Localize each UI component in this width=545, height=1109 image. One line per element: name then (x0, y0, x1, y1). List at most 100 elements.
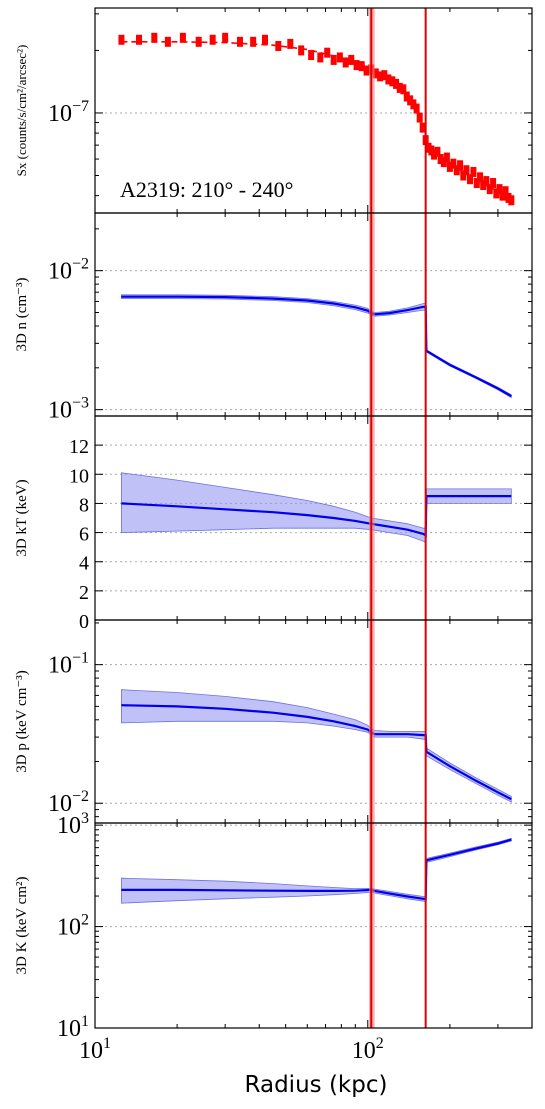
data-point-sx (410, 99, 417, 110)
data-point-sx (446, 161, 453, 172)
data-point-sx (416, 112, 423, 123)
y-tick-label-n-exp: −2 (72, 256, 89, 273)
data-point-sx (396, 82, 403, 93)
data-point-sx (483, 176, 490, 187)
y-axis-label-kt: 3D kT (keV) (14, 479, 30, 556)
data-point-sx (431, 149, 438, 160)
data-point-sx (342, 57, 349, 68)
data-point-sx (336, 52, 343, 63)
data-point-sx (324, 47, 331, 58)
model-line-kt (121, 495, 512, 538)
y-tick-label-kt: 2 (79, 582, 89, 604)
data-point-sx (413, 103, 420, 114)
data-point-sx (222, 32, 229, 43)
y-tick-label-sx-base: 10 (48, 101, 72, 127)
data-point-sx (486, 184, 493, 195)
data-point-sx (308, 50, 315, 61)
data-point-sx (179, 32, 186, 43)
data-point-sx (236, 36, 243, 47)
y-tick-label-p-base: 10 (48, 653, 72, 679)
data-point-sx (463, 165, 470, 176)
y-tick-label-p-base: 10 (48, 791, 72, 817)
panels-layer: 10−7Sx (counts/s/cm²/arcsec²)10−210−33D … (14, 8, 532, 1042)
y-tick-label-kt: 0 (79, 611, 89, 633)
data-point-sx (262, 34, 269, 45)
data-point-sx (470, 166, 477, 177)
data-point-sx (372, 68, 379, 79)
y-tick-label-p-exp: −2 (72, 788, 89, 805)
plot-area-n (95, 270, 532, 411)
data-point-sx (358, 61, 365, 72)
y-tick-label-sx-exp: −7 (72, 98, 89, 115)
y-tick-label-kt: 8 (79, 494, 89, 516)
data-point-sx (377, 71, 384, 82)
error-band-k (121, 837, 512, 904)
data-point-sx (496, 184, 503, 195)
y-tick-label-n: 10−2 (48, 256, 89, 285)
y-tick-label-k-exp: 3 (81, 810, 89, 827)
data-point-sx (151, 32, 158, 43)
data-point-sx (298, 45, 305, 56)
plot-area-kt (95, 444, 532, 592)
axes-frame-k (94, 822, 533, 1029)
data-point-sx (443, 152, 450, 163)
data-point-sx (480, 180, 487, 191)
y-tick-label-n: 10−3 (48, 395, 89, 424)
y-axis-label-p: 3D p (keV cm⁻³) (14, 670, 30, 773)
data-point-sx (164, 36, 171, 47)
y-tick-label-k: 101 (57, 1013, 89, 1042)
data-point-sx (317, 52, 324, 63)
x-tick-label-exp: 1 (103, 1035, 111, 1052)
panel-annotation: A2319: 210° - 240° (120, 177, 293, 202)
data-point-sx (502, 186, 509, 197)
error-band-kt (121, 472, 512, 544)
data-point-sx (403, 91, 410, 102)
data-point-sx (466, 174, 473, 185)
data-point-sx (440, 157, 447, 168)
data-point-sx (473, 178, 480, 189)
data-point-sx (453, 165, 460, 176)
model-line-k (121, 838, 512, 901)
y-tick-label-p: 10−2 (48, 788, 89, 817)
y-tick-label-n-exp: −3 (72, 395, 89, 412)
data-point-sx (437, 154, 444, 165)
data-point-sx (460, 170, 467, 181)
y-tick-label-k: 102 (57, 912, 89, 941)
axes-frame-n (94, 212, 533, 417)
y-axis-label-sx: Sx (counts/s/cm²/arcsec²) (14, 45, 29, 177)
data-point-sx (118, 34, 125, 45)
x-tick-label: 102 (352, 1035, 384, 1064)
model-line-p (121, 704, 512, 801)
data-point-sx (250, 36, 257, 47)
data-point-sx (348, 54, 355, 65)
y-tick-label-k-base: 10 (57, 915, 81, 941)
y-tick-label-n-base: 10 (48, 398, 72, 424)
y-tick-label-k-base: 10 (57, 813, 81, 839)
data-point-sx (136, 34, 143, 45)
data-point-sx (508, 195, 515, 206)
x-tick-label: 101 (79, 1035, 111, 1064)
x-tick-label-exp: 2 (376, 1035, 384, 1052)
y-tick-label-kt: 6 (79, 524, 89, 546)
data-point-sx (381, 70, 388, 81)
y-tick-label-p: 10−1 (48, 650, 89, 679)
data-point-sx (389, 76, 396, 87)
plot-area-sx (95, 32, 532, 206)
plot-area-k (95, 824, 532, 928)
data-point-sx (400, 84, 407, 95)
error-band-p (121, 689, 512, 803)
panel-sx: 10−7 Sx (counts/s/cm²/arcsec²) (14, 8, 532, 213)
y-axis-label-n: 3D n (cm⁻³) (14, 277, 30, 351)
data-point-sx (490, 178, 497, 189)
data-point-sx (477, 172, 484, 183)
y-tick-label-k-exp: 1 (81, 1013, 89, 1030)
error-band-n (121, 294, 512, 399)
data-point-sx (209, 34, 216, 45)
panel-p: 10−110−23D p (keV cm⁻³) (14, 620, 532, 823)
data-point-sx (330, 54, 337, 65)
data-point-sx (363, 65, 370, 76)
y-tick-label-kt: 12 (69, 436, 89, 458)
x-tick-labels: 101 102 (79, 1035, 384, 1064)
